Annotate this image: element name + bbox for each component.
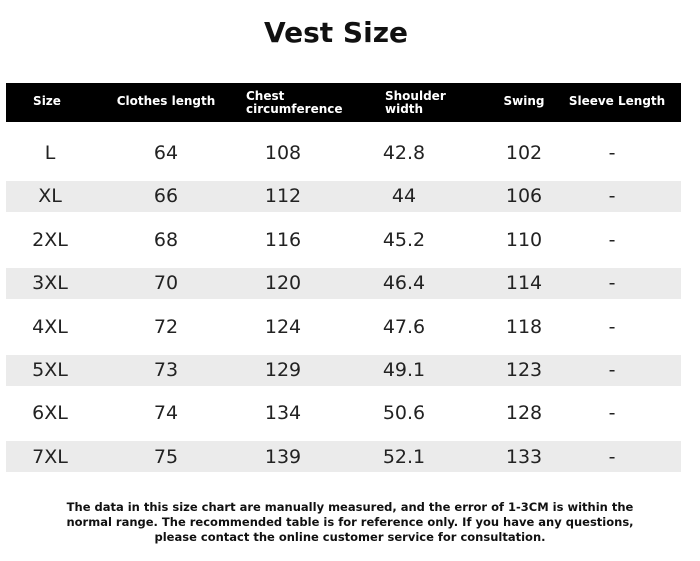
cell: 3XL bbox=[32, 272, 68, 295]
cell: 108 bbox=[264, 142, 302, 164]
cell: 2XL bbox=[32, 228, 68, 251]
cell: 52.1 bbox=[382, 445, 426, 468]
header-cell: Size bbox=[33, 94, 61, 108]
row-band bbox=[6, 267, 681, 299]
cell: 106 bbox=[505, 185, 543, 208]
cell: 133 bbox=[505, 445, 543, 468]
header-cell: Chest circumference bbox=[246, 89, 343, 116]
cell: 5XL bbox=[32, 359, 68, 381]
header-cell: Sleeve Length bbox=[568, 94, 666, 108]
row-band bbox=[6, 354, 681, 386]
header-bar bbox=[6, 83, 681, 122]
cell: 112 bbox=[264, 185, 302, 208]
cell: 64 bbox=[153, 142, 179, 164]
cell: 7XL bbox=[32, 445, 68, 468]
cell: - bbox=[608, 142, 616, 164]
cell: 46.4 bbox=[382, 272, 426, 295]
cell: 114 bbox=[505, 272, 543, 295]
cell: 129 bbox=[264, 359, 302, 381]
cell: 110 bbox=[505, 228, 543, 251]
cell: 102 bbox=[505, 142, 543, 164]
cell: 75 bbox=[153, 445, 179, 468]
row-band bbox=[6, 441, 681, 473]
cell: 123 bbox=[505, 359, 543, 381]
cell: 73 bbox=[153, 359, 179, 381]
cell: - bbox=[608, 445, 616, 468]
cell: 116 bbox=[264, 228, 302, 251]
cell: 47.6 bbox=[382, 315, 426, 338]
cell: - bbox=[608, 359, 616, 381]
cell: XL bbox=[38, 185, 62, 208]
title: Vest Size bbox=[264, 16, 408, 49]
header-cell: Swing bbox=[503, 94, 545, 108]
cell: 4XL bbox=[32, 315, 68, 338]
row-band bbox=[6, 180, 681, 212]
cell: - bbox=[608, 228, 616, 251]
cell: 49.1 bbox=[382, 359, 426, 381]
cell: 66 bbox=[153, 185, 179, 208]
cell: 124 bbox=[264, 315, 302, 338]
cell: 134 bbox=[264, 402, 302, 425]
cell: 139 bbox=[264, 445, 302, 468]
cell: 128 bbox=[505, 402, 543, 425]
cell: - bbox=[608, 315, 616, 338]
cell: 6XL bbox=[32, 402, 68, 425]
cell: L bbox=[44, 142, 56, 164]
cell: 72 bbox=[153, 315, 179, 338]
header-cell: Clothes length bbox=[116, 94, 216, 108]
cell: - bbox=[608, 272, 616, 295]
cell: 70 bbox=[153, 272, 179, 295]
cell: - bbox=[608, 185, 616, 208]
header-cell: Shoulder width bbox=[385, 89, 446, 116]
cell: 68 bbox=[153, 228, 179, 251]
cell: - bbox=[608, 402, 616, 425]
cell: 74 bbox=[153, 402, 179, 425]
cell: 120 bbox=[264, 272, 302, 295]
cell: 50.6 bbox=[382, 402, 426, 425]
cell: 42.8 bbox=[382, 142, 426, 164]
note: The data in this size chart are manually… bbox=[66, 500, 634, 544]
cell: 45.2 bbox=[382, 228, 426, 251]
cell: 118 bbox=[505, 315, 543, 338]
cell: 44 bbox=[391, 185, 417, 208]
